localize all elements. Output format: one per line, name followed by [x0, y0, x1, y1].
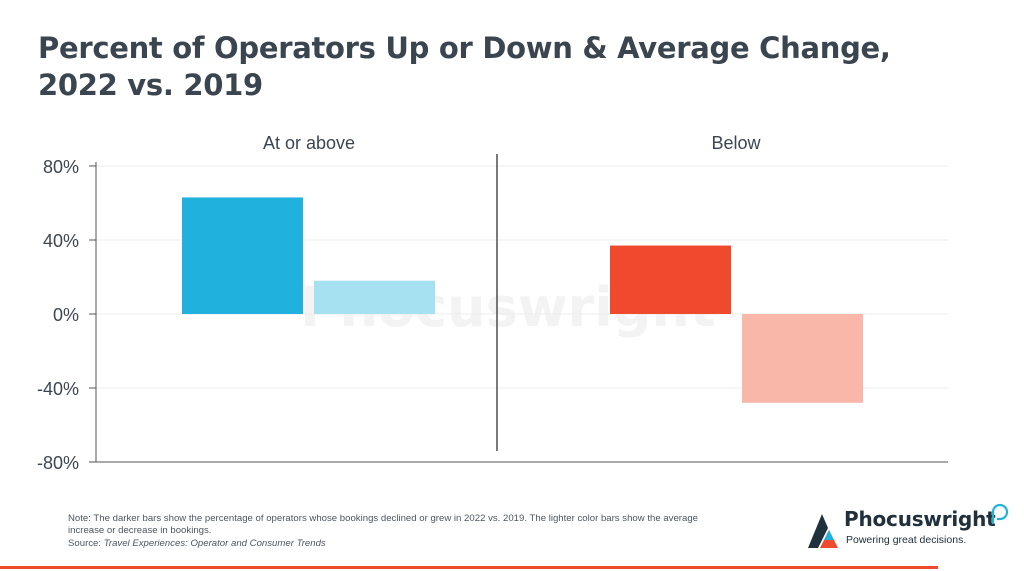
bar	[742, 314, 863, 403]
source-label: Source:	[68, 537, 104, 549]
group-label: At or above	[263, 133, 355, 153]
logo-speech-icon	[991, 503, 1009, 524]
y-tick-label: 80%	[43, 157, 79, 177]
bar	[314, 280, 435, 314]
bottom-accent-rule	[0, 566, 938, 569]
phocuswright-logo: Phocuswright Powering great decisions.	[806, 500, 1016, 550]
source-line: Source: Travel Experiences: Operator and…	[68, 538, 728, 550]
logo-wordmark: Phocuswright	[844, 507, 996, 531]
y-tick-label: -80%	[37, 453, 79, 473]
note-text: Note: The darker bars show the percentag…	[68, 513, 699, 537]
y-tick-label: 40%	[43, 231, 79, 251]
phocuswright-logo-icon	[808, 514, 838, 548]
bar	[182, 197, 303, 314]
y-tick-label: -40%	[37, 379, 79, 399]
y-tick-label: 0%	[53, 305, 79, 325]
chart-title: Percent of Operators Up or Down & Averag…	[38, 30, 938, 104]
group-label: Below	[711, 133, 761, 153]
chart-title-line-1: Percent of Operators Up or Down & Averag…	[38, 31, 891, 65]
chart-note: Note: The darker bars show the percentag…	[68, 513, 728, 550]
source-title: Travel Experiences: Operator and Consume…	[103, 537, 326, 549]
logo-tagline: Powering great decisions.	[846, 534, 967, 546]
chart-title-line-2: 2022 vs. 2019	[38, 68, 263, 102]
bar	[610, 245, 731, 314]
